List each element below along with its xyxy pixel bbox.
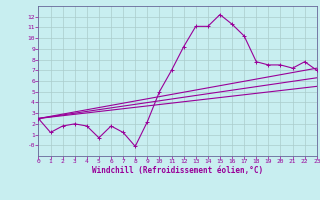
X-axis label: Windchill (Refroidissement éolien,°C): Windchill (Refroidissement éolien,°C) [92, 166, 263, 175]
